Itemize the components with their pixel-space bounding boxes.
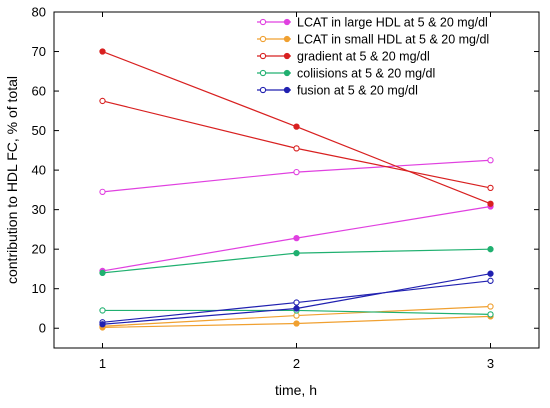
data-point <box>487 184 494 192</box>
data-point <box>99 307 106 314</box>
y-tick-label: 40 <box>32 163 46 178</box>
data-point <box>293 145 300 152</box>
data-point <box>293 312 300 319</box>
legend-marker-open <box>259 35 267 43</box>
y-tick-label: 10 <box>32 281 46 296</box>
data-point <box>293 320 300 327</box>
data-point <box>99 321 106 328</box>
legend: LCAT in large HDL at 5 & 20 mg/dl LCAT in… <box>257 15 489 97</box>
x-axis-label: time, h <box>275 382 317 398</box>
data-point <box>487 270 494 277</box>
data-point <box>99 48 106 55</box>
legend-label: fusion at 5 & 20 mg/dl <box>297 83 418 97</box>
x-axis: 1 2 3 <box>99 12 494 371</box>
data-point <box>487 303 494 310</box>
legend-marker-filled <box>283 69 291 77</box>
legend-marker-open <box>259 52 267 60</box>
data-point <box>487 246 494 253</box>
legend-marker-open <box>259 69 267 77</box>
data-point <box>293 305 300 312</box>
legend-marker-open <box>259 86 267 94</box>
data-point <box>293 168 300 176</box>
y-tick-label: 60 <box>32 84 46 99</box>
data-point <box>99 188 106 196</box>
data-point <box>487 311 494 318</box>
x-tick-label: 3 <box>487 356 494 371</box>
y-axis-label: contribution to HDL FC, % of total <box>4 76 20 284</box>
y-tick-label: 30 <box>32 202 46 217</box>
y-tick-label: 50 <box>32 123 46 138</box>
data-point <box>487 200 494 207</box>
data-point <box>487 157 494 164</box>
y-tick-label: 20 <box>32 242 46 257</box>
legend-marker-filled <box>283 52 291 60</box>
legend-label: LCAT in small HDL at 5 & 20 mg/dl <box>297 32 489 46</box>
legend-marker-open <box>259 18 267 26</box>
legend-marker-filled <box>283 86 291 94</box>
data-point <box>99 269 106 277</box>
legend-label: gradient at 5 & 20 mg/dl <box>297 49 430 63</box>
series-layer <box>99 48 494 331</box>
data-point <box>99 97 106 105</box>
legend-label: LCAT in large HDL at 5 & 20 mg/dl <box>297 15 488 29</box>
data-point <box>293 299 300 306</box>
data-point <box>487 277 494 284</box>
y-axis: 0 10 20 30 40 50 60 70 80 <box>32 5 539 336</box>
x-tick-label: 2 <box>293 356 300 371</box>
y-tick-label: 0 <box>39 321 46 336</box>
y-tick-label: 70 <box>32 44 46 59</box>
y-tick-label: 80 <box>32 5 46 20</box>
legend-label: coliisions at 5 & 20 mg/dl <box>297 66 435 80</box>
data-point <box>293 234 300 242</box>
data-point <box>293 123 300 130</box>
legend-marker-filled <box>283 35 291 43</box>
legend-marker-filled <box>283 18 291 26</box>
x-tick-label: 1 <box>99 356 106 371</box>
data-point <box>293 249 300 257</box>
